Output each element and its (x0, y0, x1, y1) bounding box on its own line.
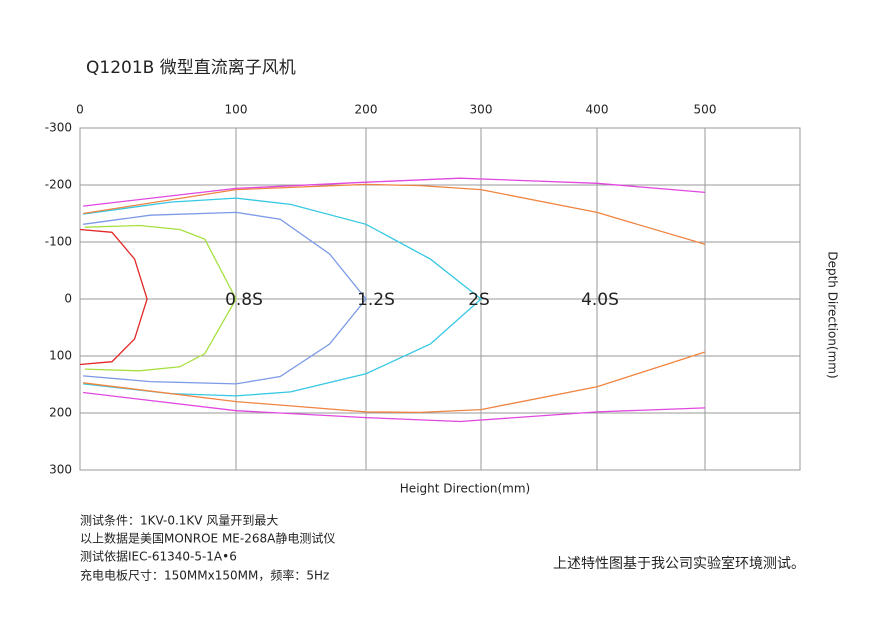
y-tick-label: 300 (49, 463, 72, 477)
y-tick-label: 100 (49, 349, 72, 363)
x-axis-label: Height Direction(mm) (400, 482, 530, 496)
note: 测试依据IEC-61340-5-1A•6 (80, 549, 237, 564)
chart-title: Q1201B 微型直流离子风机 (86, 58, 296, 78)
y-tick-label: 200 (49, 406, 72, 420)
note: 测试条件：1KV-0.1KV 风量开到最大 (80, 513, 278, 528)
note: 充电电板尺寸：150MMx150MM，频率：5Hz (80, 568, 329, 583)
x-tick-label: 500 (694, 103, 717, 117)
contour-line (83, 391, 706, 423)
x-tick-label: 300 (470, 103, 493, 117)
contour-line (83, 177, 706, 207)
y-axis-label: Depth Direction(mm) (826, 251, 840, 378)
zone-label: 2S (468, 290, 490, 310)
footnote: 上述特性图基于我公司实验室环境测试。 (553, 555, 805, 572)
x-tick-label: 400 (586, 103, 609, 117)
y-tick-label: -100 (45, 235, 72, 249)
zone-label: 1.2S (357, 290, 395, 310)
contour-line (83, 211, 367, 385)
contour-line (83, 197, 483, 397)
x-tick-label: 0 (76, 103, 84, 117)
contour-line (79, 228, 148, 366)
zone-label: 0.8S (225, 290, 263, 310)
y-tick-label: 0 (64, 292, 72, 306)
y-tick-label: -200 (45, 178, 72, 192)
y-tick-label: -300 (45, 121, 72, 135)
note: 以上数据是美国MONROE ME-268A静电测试仪 (80, 531, 335, 546)
contour-line (83, 351, 706, 414)
contour-line (82, 183, 706, 245)
zone-label: 4.0S (581, 290, 619, 310)
x-tick-label: 200 (355, 103, 378, 117)
contour-line (84, 224, 237, 372)
x-tick-label: 100 (225, 103, 248, 117)
